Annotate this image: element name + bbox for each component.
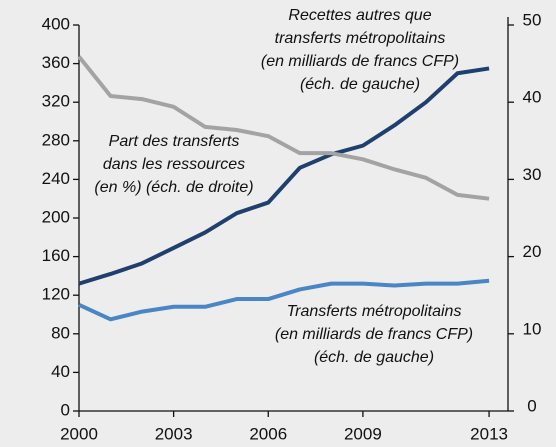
y-tick-label: 40 (51, 362, 70, 381)
x-tick-label: 2013 (470, 424, 508, 443)
y-tick-label: 400 (42, 14, 70, 33)
y-tick-label: 160 (42, 246, 70, 265)
series-label: Recettes autres que (288, 7, 431, 24)
series-line (77, 55, 490, 201)
series-label: transferts métropolitains (275, 30, 446, 47)
y2-tick-label: 10 (523, 319, 542, 338)
y-tick-label: 80 (51, 323, 70, 342)
y-tick-label: 0 (61, 400, 70, 419)
y2-tick-label: 0 (527, 396, 536, 415)
x-tick-label: 2009 (344, 424, 382, 443)
y-tick-label: 360 (42, 53, 70, 72)
y2-tick-label: 30 (523, 165, 542, 184)
y2-tick-label: 20 (523, 242, 542, 261)
x-tick-label: 2006 (249, 424, 287, 443)
series-label: (en %) (éch. de droite) (94, 179, 253, 196)
x-tick-label: 2000 (60, 424, 98, 443)
series-line (78, 66, 490, 286)
series-label: Part des transferts (109, 133, 240, 150)
series-label: Transferts métropolitains (287, 303, 462, 320)
y2-tick-label: 40 (523, 88, 542, 107)
series-line (78, 278, 490, 322)
series-label: dans les ressources (103, 156, 245, 173)
y-tick-label: 120 (42, 285, 70, 304)
x-tick-label: 2003 (155, 424, 193, 443)
series-label: (éch. de gauche) (314, 349, 434, 366)
series-label: (éch. de gauche) (300, 76, 420, 93)
y-tick-label: 200 (42, 207, 70, 226)
y-tick-label: 280 (42, 130, 70, 149)
y2-tick-label: 50 (523, 10, 542, 29)
series-label: (en milliards de francs CFP) (261, 53, 459, 70)
y-tick-label: 240 (42, 169, 70, 188)
y-tick-label: 320 (42, 92, 70, 111)
series-label: (en milliards de francs CFP) (275, 326, 473, 343)
